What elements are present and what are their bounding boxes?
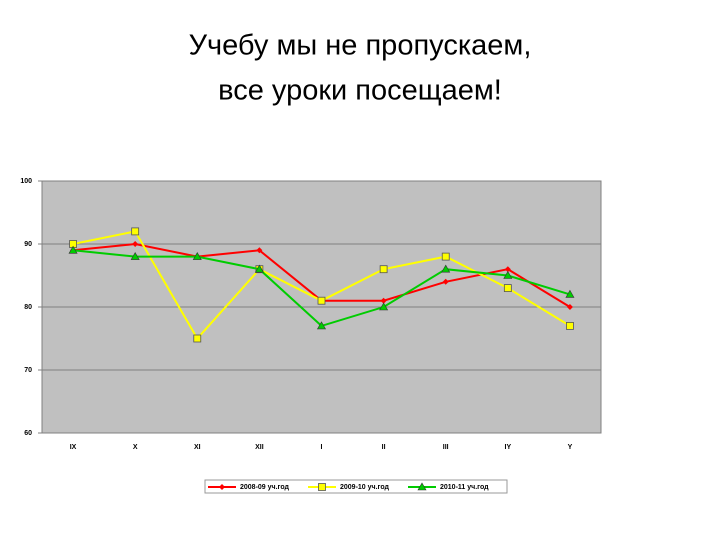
marker <box>131 227 140 236</box>
marker <box>565 289 575 298</box>
marker <box>566 321 574 330</box>
legend-label: 2008-09 уч.год <box>240 484 290 491</box>
marker <box>254 264 264 273</box>
marker <box>193 334 202 343</box>
y-tick-label: 70 <box>24 367 32 374</box>
y-tick-label: 90 <box>24 241 32 248</box>
title-line: все уроки посещаем! <box>218 75 502 107</box>
marker <box>379 265 388 274</box>
marker <box>441 264 451 273</box>
x-tick-label: XII <box>255 444 264 451</box>
legend-box <box>204 479 508 494</box>
marker <box>380 297 387 304</box>
legend-label: 2009-10 уч.год <box>340 484 390 491</box>
legend-marker <box>318 483 326 491</box>
marker <box>379 302 389 311</box>
marker <box>132 241 139 247</box>
marker <box>566 304 573 310</box>
marker <box>504 266 511 273</box>
marker <box>130 251 140 260</box>
x-tick-label: IX <box>70 444 77 451</box>
marker <box>316 321 327 330</box>
title-line: Учебу мы не пропускаем, <box>189 30 532 62</box>
marker <box>192 251 202 260</box>
marker <box>503 284 512 293</box>
marker <box>256 247 263 254</box>
marker <box>503 270 513 279</box>
marker <box>68 245 78 254</box>
y-tick-label: 60 <box>24 430 32 437</box>
y-tick-label: 100 <box>20 178 32 185</box>
x-tick-label: IY <box>505 444 512 451</box>
x-tick-label: III <box>443 444 449 451</box>
marker <box>441 252 450 261</box>
y-tick-label: 80 <box>24 304 32 311</box>
x-tick-label: II <box>382 444 386 451</box>
x-tick-label: XI <box>194 444 201 451</box>
legend-marker <box>417 482 427 491</box>
legend-label: 2010-11 уч.год <box>440 484 489 491</box>
legend-marker <box>219 484 225 490</box>
x-tick-label: X <box>133 444 138 451</box>
marker <box>317 296 326 305</box>
x-tick-label: Y <box>568 444 573 451</box>
x-tick-label: I <box>321 444 323 451</box>
marker <box>442 278 449 285</box>
